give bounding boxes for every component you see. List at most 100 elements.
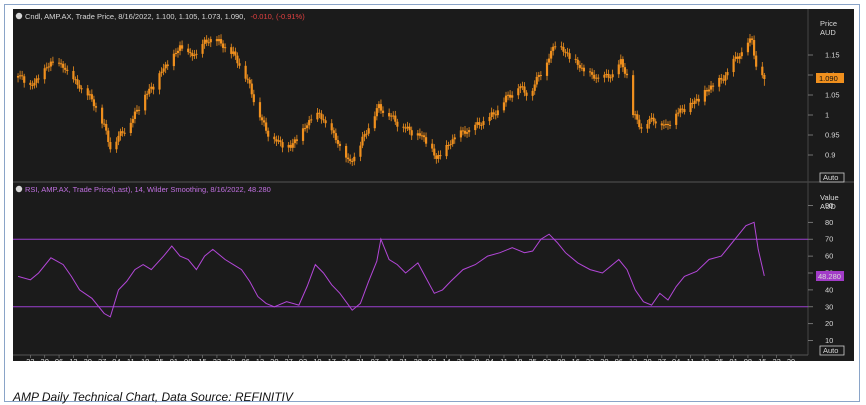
x-tick-label: 23 [26, 357, 34, 361]
x-tick-label: 08 [184, 357, 192, 361]
x-tick-label: 29 [787, 357, 795, 361]
rsi-y-tick-label: 70 [825, 235, 833, 244]
rsi-panel-toggle-icon[interactable] [15, 185, 23, 193]
x-tick-label: 18 [701, 357, 709, 361]
x-tick-label: 25 [155, 357, 163, 361]
candle-body [547, 58, 551, 63]
candle-body [625, 73, 629, 76]
candle-body [502, 102, 506, 111]
candle-body [308, 120, 311, 126]
candle-body [176, 50, 180, 53]
x-tick-label: 18 [514, 357, 522, 361]
x-tick-label: 04 [485, 357, 493, 361]
x-tick-label: 06 [241, 357, 249, 361]
candle-body [638, 119, 641, 128]
candle-body [158, 73, 161, 90]
candle-body [504, 95, 508, 103]
candle-body [123, 132, 126, 134]
candle-body [74, 79, 77, 81]
x-tick-label: 08 [744, 357, 752, 361]
candle-body [660, 123, 663, 126]
candle-body [519, 86, 522, 89]
candle-body [640, 127, 643, 129]
candle-body [576, 59, 579, 65]
candle-body [119, 131, 122, 136]
candle-body [166, 64, 169, 67]
candle-body [525, 92, 528, 96]
rsi-auto-button[interactable] [819, 345, 845, 356]
candle-body [215, 39, 219, 42]
candle-body [666, 123, 670, 125]
candle-body [238, 63, 241, 66]
candle-body [445, 144, 448, 157]
candle-body [250, 83, 253, 95]
x-tick-label: 29 [227, 357, 235, 361]
candle-body [144, 94, 147, 111]
candle-body [422, 135, 426, 138]
candle-body [582, 67, 586, 72]
candle-body [80, 88, 83, 90]
candle-body [406, 126, 409, 129]
candle-body [281, 142, 284, 148]
candle-body [174, 52, 178, 54]
candle-body [267, 130, 270, 137]
candle-body [496, 110, 499, 116]
candle-body [711, 85, 715, 87]
candle-body [435, 155, 438, 159]
x-tick-label: 13 [629, 357, 637, 361]
candle-body [709, 85, 713, 90]
x-tick-label: 27 [98, 357, 106, 361]
x-tick-label: 01 [170, 357, 178, 361]
x-tick-label: 06 [615, 357, 623, 361]
candle-body [726, 72, 729, 76]
x-tick-label: 14 [385, 357, 393, 361]
candle-body [334, 133, 337, 141]
price-auto-button[interactable] [819, 172, 845, 183]
candle-body [648, 119, 651, 124]
candle-body [664, 123, 668, 125]
candle-body [146, 93, 149, 95]
candle-body [137, 109, 141, 111]
candle-body [101, 107, 104, 124]
candle-body [677, 112, 680, 114]
candle-body [45, 67, 48, 69]
x-tick-label: 04 [112, 357, 120, 361]
candle-body [21, 75, 24, 77]
candle-body [78, 84, 81, 89]
candle-body [681, 108, 684, 110]
candle-body [23, 76, 26, 83]
candle-body [531, 90, 534, 96]
candle-body [330, 123, 333, 131]
candle-body [252, 94, 255, 103]
x-tick-label: 18 [141, 357, 149, 361]
candle-body [607, 73, 610, 78]
candle-body [381, 110, 385, 113]
candle-body [191, 53, 194, 57]
x-tick-label: 04 [672, 357, 680, 361]
candle-body [668, 124, 672, 126]
candle-body [738, 56, 741, 59]
x-tick-label: 13 [256, 357, 264, 361]
candle-body [718, 77, 721, 87]
candle-body [51, 61, 55, 63]
candle-body [279, 140, 282, 143]
candle-body [201, 44, 204, 54]
candle-body [246, 78, 249, 80]
candle-body [662, 124, 665, 126]
candle-body [33, 82, 36, 86]
rsi-y-tick-label: 60 [825, 252, 833, 261]
candle-body [537, 75, 540, 77]
candle-body [761, 66, 764, 76]
candle-body [482, 121, 485, 125]
candle-body [351, 160, 354, 162]
price-panel-toggle-icon[interactable] [15, 12, 23, 20]
candle-body [509, 94, 512, 98]
candle-body [652, 117, 655, 122]
x-tick-label: 21 [457, 357, 465, 361]
candle-body [234, 51, 237, 56]
x-tick-label: 30 [41, 357, 49, 361]
candle-body [90, 94, 93, 100]
rsi-series-line [17, 221, 765, 318]
candle-body [619, 59, 622, 65]
candle-body [533, 84, 536, 91]
